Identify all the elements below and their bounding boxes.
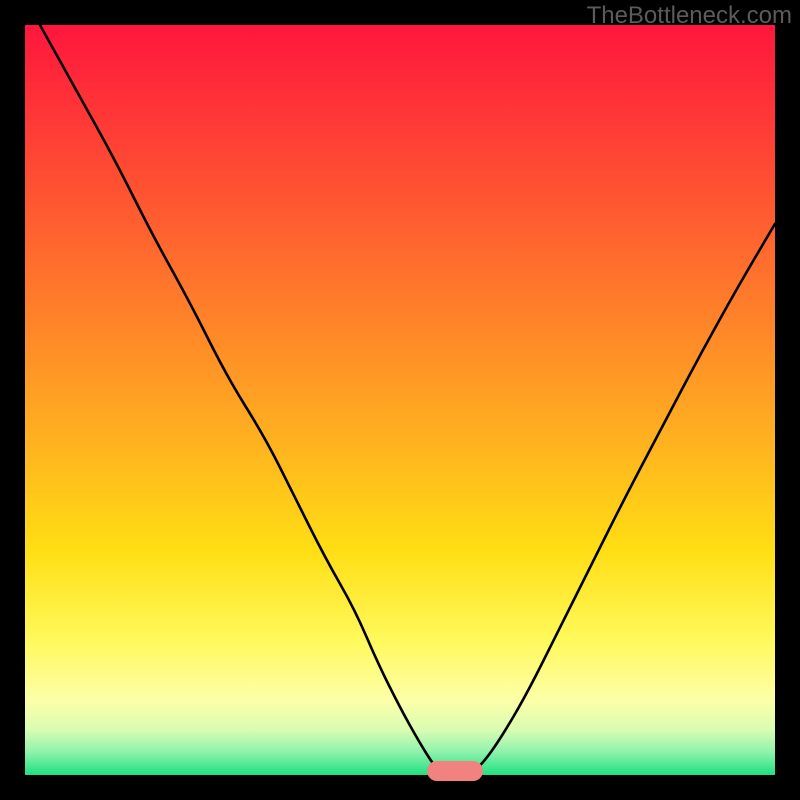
chart-frame: TheBottleneck.com — [0, 0, 800, 800]
bottleneck-curve — [25, 25, 775, 775]
watermark-text: TheBottleneck.com — [587, 2, 792, 30]
optimal-marker — [427, 761, 483, 781]
curve-path — [40, 25, 775, 775]
plot-area — [25, 25, 775, 775]
